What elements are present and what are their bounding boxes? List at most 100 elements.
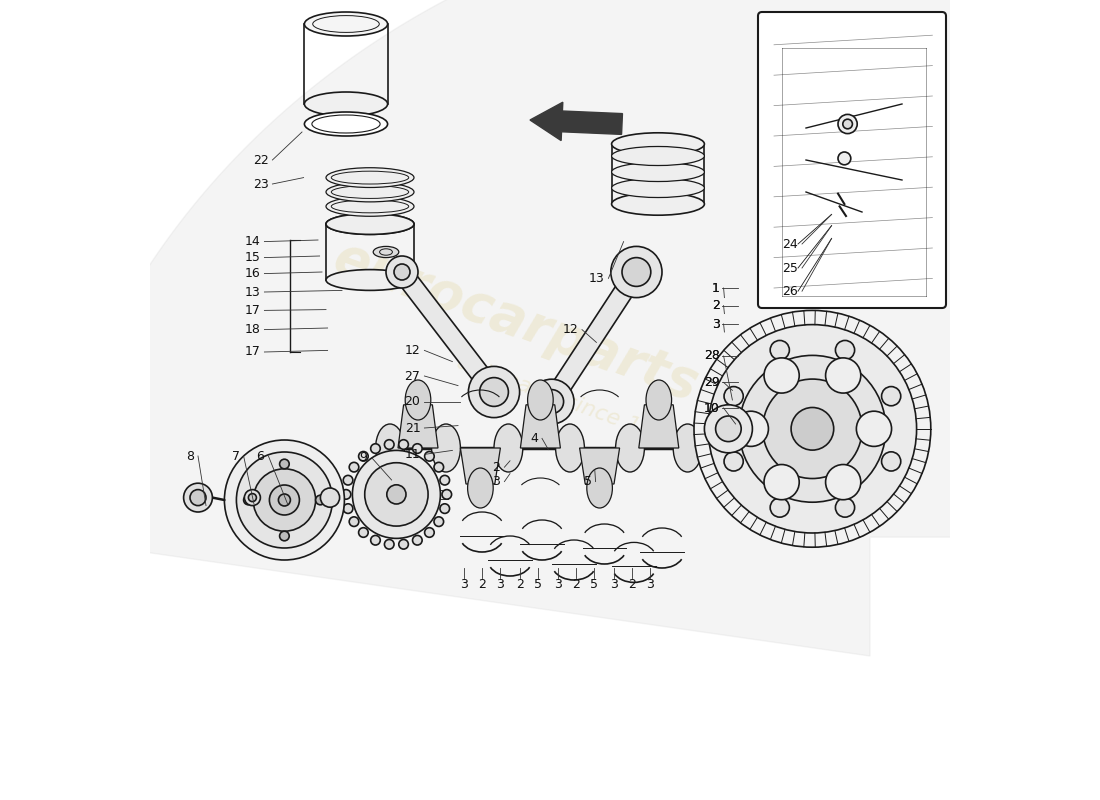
Text: eurocarparts: eurocarparts — [326, 230, 705, 411]
Circle shape — [236, 452, 332, 548]
Circle shape — [440, 504, 450, 514]
Text: 3: 3 — [554, 578, 562, 590]
Ellipse shape — [528, 380, 553, 420]
Circle shape — [349, 462, 359, 472]
Text: 2: 2 — [516, 578, 524, 590]
Circle shape — [386, 256, 418, 288]
Circle shape — [857, 411, 892, 446]
Circle shape — [352, 450, 440, 538]
Text: 4: 4 — [530, 432, 538, 445]
Circle shape — [838, 152, 850, 165]
Text: 17: 17 — [244, 304, 261, 317]
Circle shape — [621, 258, 651, 286]
Text: 11: 11 — [405, 448, 420, 461]
Circle shape — [770, 498, 790, 517]
Text: 9: 9 — [360, 451, 367, 464]
Ellipse shape — [612, 146, 704, 166]
Text: 25: 25 — [782, 262, 797, 274]
Polygon shape — [543, 266, 645, 407]
Text: 12: 12 — [405, 344, 420, 357]
Circle shape — [835, 498, 855, 517]
Circle shape — [540, 390, 563, 414]
Circle shape — [762, 379, 862, 478]
Text: 23: 23 — [253, 178, 268, 190]
Text: 1: 1 — [712, 282, 719, 294]
Text: 20: 20 — [405, 395, 420, 408]
Ellipse shape — [616, 424, 645, 472]
Text: 29: 29 — [704, 376, 719, 389]
Ellipse shape — [326, 270, 414, 290]
Text: 3: 3 — [493, 475, 500, 488]
Circle shape — [480, 378, 508, 406]
Text: 5: 5 — [584, 475, 592, 488]
Circle shape — [316, 495, 326, 505]
Text: 14: 14 — [244, 235, 261, 248]
Circle shape — [190, 490, 206, 506]
Circle shape — [359, 451, 369, 461]
Ellipse shape — [468, 468, 493, 508]
Text: 13: 13 — [588, 272, 604, 285]
Circle shape — [770, 341, 790, 360]
Circle shape — [425, 451, 435, 461]
Ellipse shape — [326, 197, 414, 216]
Circle shape — [371, 444, 381, 454]
Ellipse shape — [431, 424, 461, 472]
Text: 16: 16 — [244, 267, 261, 280]
Ellipse shape — [305, 112, 387, 136]
Circle shape — [270, 485, 299, 515]
Circle shape — [724, 452, 744, 471]
Circle shape — [243, 495, 253, 505]
Ellipse shape — [326, 168, 414, 187]
Text: 12: 12 — [562, 323, 578, 336]
Polygon shape — [398, 405, 438, 448]
Circle shape — [764, 358, 800, 393]
Text: 21: 21 — [405, 422, 420, 434]
Circle shape — [244, 490, 261, 506]
Text: 18: 18 — [244, 323, 261, 336]
Text: 3: 3 — [610, 578, 618, 590]
Ellipse shape — [375, 424, 405, 472]
Ellipse shape — [612, 193, 704, 215]
Text: 2: 2 — [478, 578, 486, 590]
Ellipse shape — [673, 424, 702, 472]
FancyBboxPatch shape — [758, 12, 946, 308]
Circle shape — [384, 539, 394, 549]
Circle shape — [434, 517, 443, 526]
Circle shape — [412, 444, 422, 454]
Circle shape — [791, 407, 834, 450]
Circle shape — [343, 475, 353, 485]
Circle shape — [320, 488, 340, 507]
Text: 3: 3 — [646, 578, 653, 590]
Circle shape — [278, 494, 290, 506]
Ellipse shape — [326, 214, 414, 234]
Bar — [440, 490, 449, 499]
Circle shape — [279, 531, 289, 541]
Circle shape — [734, 411, 769, 446]
Ellipse shape — [305, 92, 387, 116]
Text: 24: 24 — [782, 238, 797, 250]
Text: 5: 5 — [590, 578, 598, 590]
Polygon shape — [639, 405, 679, 448]
Circle shape — [384, 440, 394, 450]
Ellipse shape — [326, 182, 414, 202]
Text: 22: 22 — [253, 154, 268, 166]
Circle shape — [764, 465, 800, 500]
Circle shape — [716, 416, 741, 442]
Ellipse shape — [305, 12, 387, 36]
Ellipse shape — [612, 133, 704, 155]
Circle shape — [826, 358, 861, 393]
Polygon shape — [580, 448, 619, 484]
Text: 8: 8 — [186, 450, 194, 462]
Circle shape — [694, 310, 931, 547]
Text: autoparts since 1985: autoparts since 1985 — [454, 353, 683, 452]
Text: 3: 3 — [460, 578, 467, 590]
Ellipse shape — [612, 162, 704, 182]
Circle shape — [184, 483, 212, 512]
Text: 10: 10 — [704, 402, 719, 414]
Ellipse shape — [373, 246, 399, 258]
Polygon shape — [520, 405, 560, 448]
Ellipse shape — [556, 424, 584, 472]
Circle shape — [838, 114, 857, 134]
Circle shape — [359, 528, 369, 538]
Circle shape — [826, 465, 861, 500]
